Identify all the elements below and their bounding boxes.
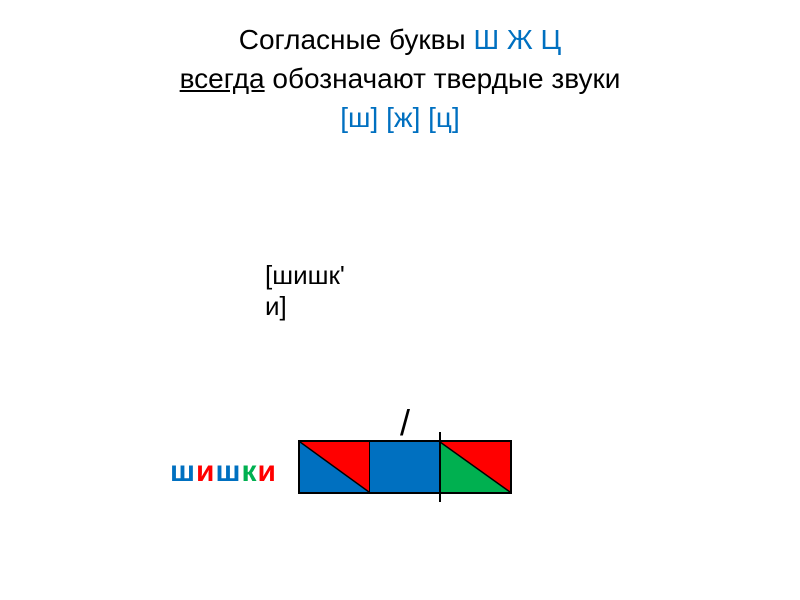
syllable-divider <box>439 432 441 502</box>
word-letter: ш <box>215 455 241 488</box>
diagram-cell <box>300 442 370 492</box>
title-line-2: всегда обозначают твердые звуки <box>0 59 800 98</box>
title-text-1: Согласные буквы <box>239 24 474 55</box>
title-letters: Ш Ж Ц <box>473 24 561 55</box>
title-line-1: Согласные буквы Ш Ж Ц <box>0 20 800 59</box>
word-letter: ш <box>170 455 196 488</box>
word-row: шишки <box>170 455 277 489</box>
phonetic-line-2: и] <box>265 291 345 322</box>
word-letter: и <box>196 455 215 488</box>
stress-mark: / <box>400 402 410 444</box>
phonetic-line-1: [шишк' <box>265 260 345 291</box>
phonetic-transcription: [шишк' и] <box>265 260 345 322</box>
title-block: Согласные буквы Ш Ж Ц всегда обозначают … <box>0 0 800 138</box>
title-text-2: обозначают твердые звуки <box>265 63 621 94</box>
sound-diagram-container: / <box>298 440 512 494</box>
diagram-cell <box>370 442 440 492</box>
diagram-cell <box>440 442 510 492</box>
title-underlined: всегда <box>180 63 265 94</box>
title-line-3: [ш] [ж] [ц] <box>0 98 800 137</box>
colored-word: шишки <box>170 455 277 489</box>
sound-diagram: / <box>298 440 512 494</box>
word-letter: к <box>241 455 257 488</box>
word-letter: и <box>258 455 277 488</box>
